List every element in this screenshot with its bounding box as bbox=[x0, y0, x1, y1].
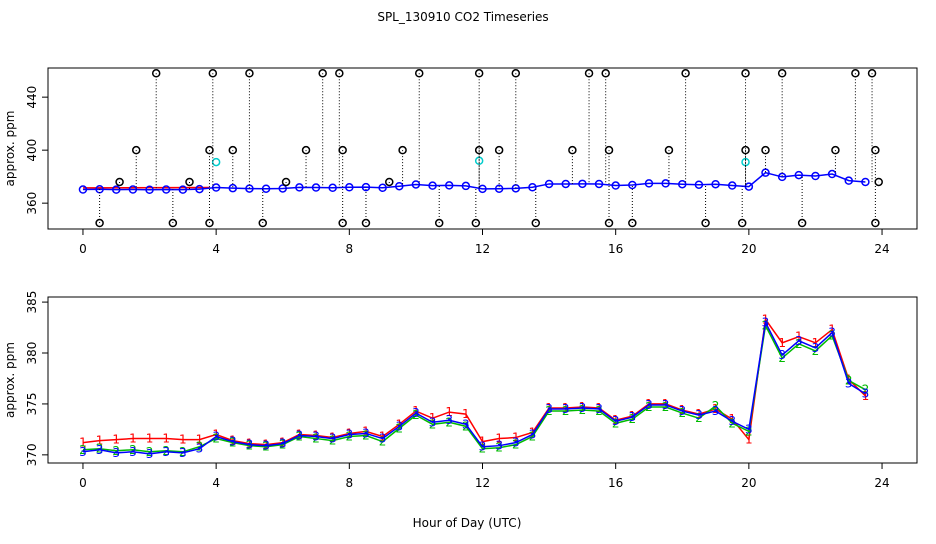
point-glyph: 3 bbox=[179, 446, 187, 460]
point-glyph: 3 bbox=[262, 439, 270, 453]
x-tick-label: 8 bbox=[345, 476, 353, 490]
x-tick-label: 24 bbox=[874, 476, 889, 490]
y-tick-label: 370 bbox=[25, 443, 39, 466]
point-glyph: 3 bbox=[778, 348, 786, 362]
point-glyph: 3 bbox=[812, 341, 820, 355]
point-glyph: 3 bbox=[112, 446, 120, 460]
x-tick-label: 4 bbox=[212, 242, 220, 256]
point-glyph: 3 bbox=[162, 445, 170, 459]
point-glyph: 3 bbox=[845, 377, 853, 391]
point-glyph: 3 bbox=[96, 443, 104, 457]
point-glyph: 3 bbox=[429, 415, 437, 429]
point-glyph: 3 bbox=[129, 445, 137, 459]
point-glyph: 1 bbox=[146, 432, 154, 446]
y-tick-label: 360 bbox=[25, 192, 39, 215]
x-tick-label: 24 bbox=[874, 242, 889, 256]
point-glyph: 3 bbox=[379, 432, 387, 446]
point-glyph: 3 bbox=[246, 438, 254, 452]
point-glyph: 3 bbox=[345, 427, 353, 441]
point-glyph: 3 bbox=[662, 398, 670, 412]
point-glyph: 3 bbox=[395, 419, 403, 433]
point-glyph: 3 bbox=[695, 408, 703, 422]
point-glyph: 3 bbox=[678, 404, 686, 418]
point-glyph: 3 bbox=[412, 406, 420, 420]
point-glyph: 3 bbox=[462, 417, 470, 431]
y-tick-label: 400 bbox=[25, 139, 39, 162]
x-tick-label: 12 bbox=[475, 242, 490, 256]
point-glyph: 3 bbox=[579, 401, 587, 415]
point-glyph: 3 bbox=[279, 437, 287, 451]
point-glyph: 3 bbox=[445, 413, 453, 427]
x-tick-label: 0 bbox=[79, 476, 87, 490]
y-axis-label: approx. ppm bbox=[3, 342, 17, 418]
point-glyph: 3 bbox=[645, 398, 653, 412]
point-glyph: 3 bbox=[828, 326, 836, 340]
x-tick-label: 4 bbox=[212, 476, 220, 490]
chart-title: SPL_130910 CO2 Timeseries bbox=[377, 10, 548, 24]
y-tick-label: 385 bbox=[25, 291, 39, 314]
point-glyph: 3 bbox=[728, 414, 736, 428]
y-tick-label: 375 bbox=[25, 392, 39, 415]
x-tick-label: 0 bbox=[79, 242, 87, 256]
x-axis-label: Hour of Day (UTC) bbox=[413, 516, 522, 530]
y-tick-label: 380 bbox=[25, 342, 39, 365]
y-axis-label: approx. ppm bbox=[3, 111, 17, 187]
point-glyph: 3 bbox=[512, 436, 520, 450]
x-tick-label: 12 bbox=[475, 476, 490, 490]
point-glyph: 3 bbox=[229, 435, 237, 449]
point-glyph: 3 bbox=[612, 414, 620, 428]
y-tick-label: 440 bbox=[25, 86, 39, 109]
point-glyph: 3 bbox=[545, 402, 553, 416]
point-glyph: 3 bbox=[712, 404, 720, 418]
point-glyph: 3 bbox=[329, 432, 337, 446]
point-glyph: 3 bbox=[146, 447, 154, 461]
x-tick-label: 16 bbox=[608, 476, 623, 490]
point-glyph: 3 bbox=[296, 429, 304, 443]
point-glyph: 3 bbox=[79, 445, 87, 459]
point-glyph: 3 bbox=[562, 402, 570, 416]
point-glyph: 3 bbox=[745, 422, 753, 436]
x-tick-label: 8 bbox=[345, 242, 353, 256]
point-glyph: 3 bbox=[862, 387, 870, 401]
point-glyph: 3 bbox=[495, 439, 503, 453]
point-glyph: 3 bbox=[595, 402, 603, 416]
point-glyph: 3 bbox=[529, 427, 537, 441]
point-glyph: 3 bbox=[212, 430, 220, 444]
point-glyph: 3 bbox=[312, 430, 320, 444]
point-glyph: 3 bbox=[629, 410, 637, 424]
x-tick-label: 20 bbox=[741, 476, 756, 490]
point-glyph: 3 bbox=[795, 334, 803, 348]
point-glyph: 3 bbox=[479, 440, 487, 454]
point-glyph: 3 bbox=[196, 442, 204, 456]
point-glyph: 3 bbox=[362, 426, 370, 440]
x-tick-label: 16 bbox=[608, 242, 623, 256]
point-glyph: 3 bbox=[762, 315, 770, 329]
x-tick-label: 20 bbox=[741, 242, 756, 256]
